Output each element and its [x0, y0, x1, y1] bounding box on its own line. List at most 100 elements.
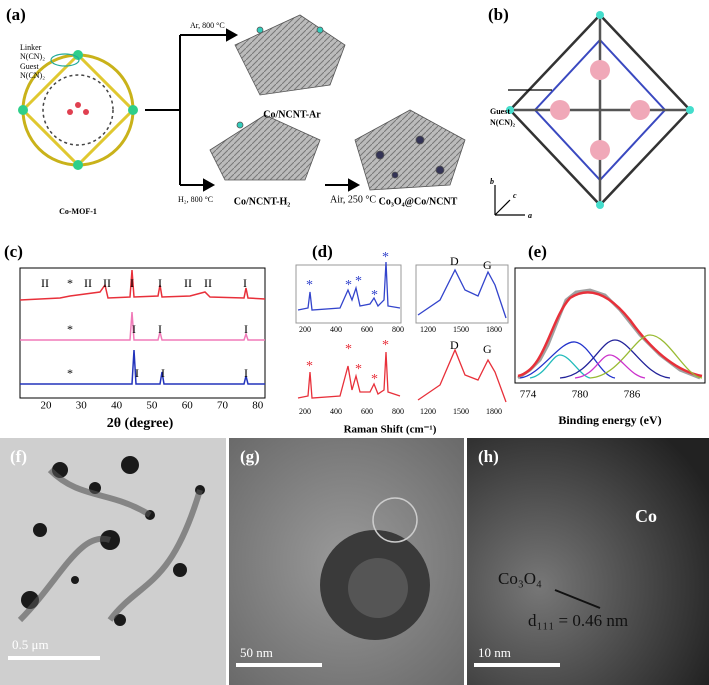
tubes [17, 467, 203, 623]
x-axis-title: Binding energy (eV) [558, 413, 661, 427]
x-tick-label: 1500 [453, 325, 469, 334]
linker-label: Linker [20, 43, 42, 52]
svg-text:*: * [355, 362, 362, 377]
x-tick-label: 600 [361, 325, 373, 334]
x-tick-label: 50 [146, 400, 158, 412]
panel-label: (b) [488, 5, 509, 24]
fit-component [559, 339, 671, 379]
panel-b: (b) Guest N(CN)₂ b c a [488, 5, 694, 220]
spacing-label: d₁₁₁ = 0.46 nm [528, 611, 628, 630]
panel-e: (e) Binding energy (eV) 774 780 786 [514, 242, 706, 427]
axis-letter: c [513, 191, 517, 200]
panel-a: (a) Linker N(CN)₂ Guest N(CN)₂ Co-MOF-1 … [6, 5, 466, 216]
peak-label: I [158, 322, 162, 336]
peak-label: II [41, 276, 49, 290]
x-tick-label: 1800 [486, 407, 502, 416]
oxide-label: Co₃O₄ [498, 569, 542, 588]
panel-label: (g) [240, 447, 260, 466]
x-axis-title: 2θ (degree) [107, 416, 174, 431]
fit-component [589, 334, 703, 379]
x-tick-label: 30 [76, 400, 88, 412]
mof-structure [18, 50, 138, 170]
svg-text:*: * [382, 250, 389, 265]
raman-curve [417, 348, 507, 403]
x-tick-label: 1800 [486, 325, 502, 334]
panel-g: (g) 50 nm [229, 438, 464, 685]
panel-d: (d) * * *** ***** D G D G Raman Shift (cm⁻… [295, 242, 509, 436]
pointer [554, 589, 601, 609]
peak-label: II [204, 276, 212, 290]
mof-label: Co-MOF-1 [59, 207, 97, 216]
panel-f: (f) 0.5 μm [0, 438, 226, 685]
x-tick-label: 780 [572, 389, 589, 401]
axes-glyph [494, 185, 525, 216]
axis-letter: a [528, 211, 532, 220]
panel-h: (h) Co Co₃O₄ d₁₁₁ = 0.46 nm 10 nm [467, 438, 709, 685]
xrd-curve [20, 311, 265, 341]
svg-text:*: * [306, 359, 313, 374]
x-tick-label: 1500 [453, 407, 469, 416]
tem-image [467, 438, 709, 685]
peak-label: II [184, 276, 192, 290]
h2-condition: H₂, 800 °C [178, 195, 213, 204]
svg-text:*: * [306, 278, 313, 293]
fit-component [519, 341, 616, 379]
fit-component [529, 354, 591, 379]
svg-text:*: * [382, 338, 389, 353]
xrd-curve [20, 349, 265, 385]
air-product: Co₃O₄@Co/NCNT [379, 196, 458, 207]
peak-label: I [158, 276, 162, 290]
panel-label: (d) [312, 242, 333, 261]
x-tick-label: 80 [252, 400, 264, 412]
x-tick-label: 200 [299, 325, 311, 334]
framework [506, 11, 694, 209]
fit-component [574, 354, 646, 379]
ar-product: Co/NCNT-Ar [263, 109, 321, 120]
peak-label: I [243, 276, 247, 290]
svg-text:*: * [355, 274, 362, 289]
raman-curve [297, 351, 401, 399]
svg-text:*: * [345, 278, 352, 293]
scale-label: 0.5 μm [12, 637, 49, 652]
x-tick-label: 800 [392, 407, 404, 416]
x-tick-label: 70 [217, 400, 229, 412]
ar-condition: Ar, 800 °C [190, 21, 225, 30]
band-label: D [450, 338, 459, 352]
tem-image [0, 438, 226, 685]
scale-label: 50 nm [240, 645, 273, 660]
h2-product: Co/NCNT-H₂ [234, 196, 291, 207]
peak-label: * [67, 276, 73, 290]
air-condition: Air, 250 °C [330, 194, 376, 205]
x-tick-label: 60 [182, 400, 194, 412]
peak-label: I [132, 322, 136, 336]
peak-label: I [130, 276, 134, 290]
x-tick-label: 1200 [420, 407, 436, 416]
guest-label: Guest [490, 107, 510, 116]
peak-label: II [84, 276, 92, 290]
x-tick-label: 400 [330, 407, 342, 416]
band-label: G [483, 258, 492, 272]
x-tick-label: 400 [330, 325, 342, 334]
guest-formula: N(CN)₂ [20, 71, 45, 80]
x-tick-label: 1200 [420, 325, 436, 334]
scale-label: 10 nm [478, 645, 511, 660]
linker-formula: N(CN)₂ [20, 52, 45, 61]
subplot-frame [295, 264, 402, 324]
x-tick-label: 786 [624, 389, 641, 401]
peak-label: * [67, 322, 73, 336]
panel-label: (e) [528, 242, 547, 261]
svg-text:*: * [371, 288, 378, 303]
raman-curve [417, 268, 507, 319]
x-axis-title: Raman Shift (cm⁻¹) [344, 424, 437, 436]
particle-core [348, 558, 408, 618]
raman-curve [297, 261, 401, 311]
axis-letter: b [490, 177, 494, 186]
svg-text:*: * [345, 342, 352, 357]
peak-label: I [244, 366, 248, 380]
panel-label: (h) [478, 447, 499, 466]
co-label: Co [635, 506, 657, 526]
x-tick-label: 774 [520, 389, 537, 401]
asterisks: ***** [306, 250, 389, 303]
plot-frame [19, 267, 266, 399]
